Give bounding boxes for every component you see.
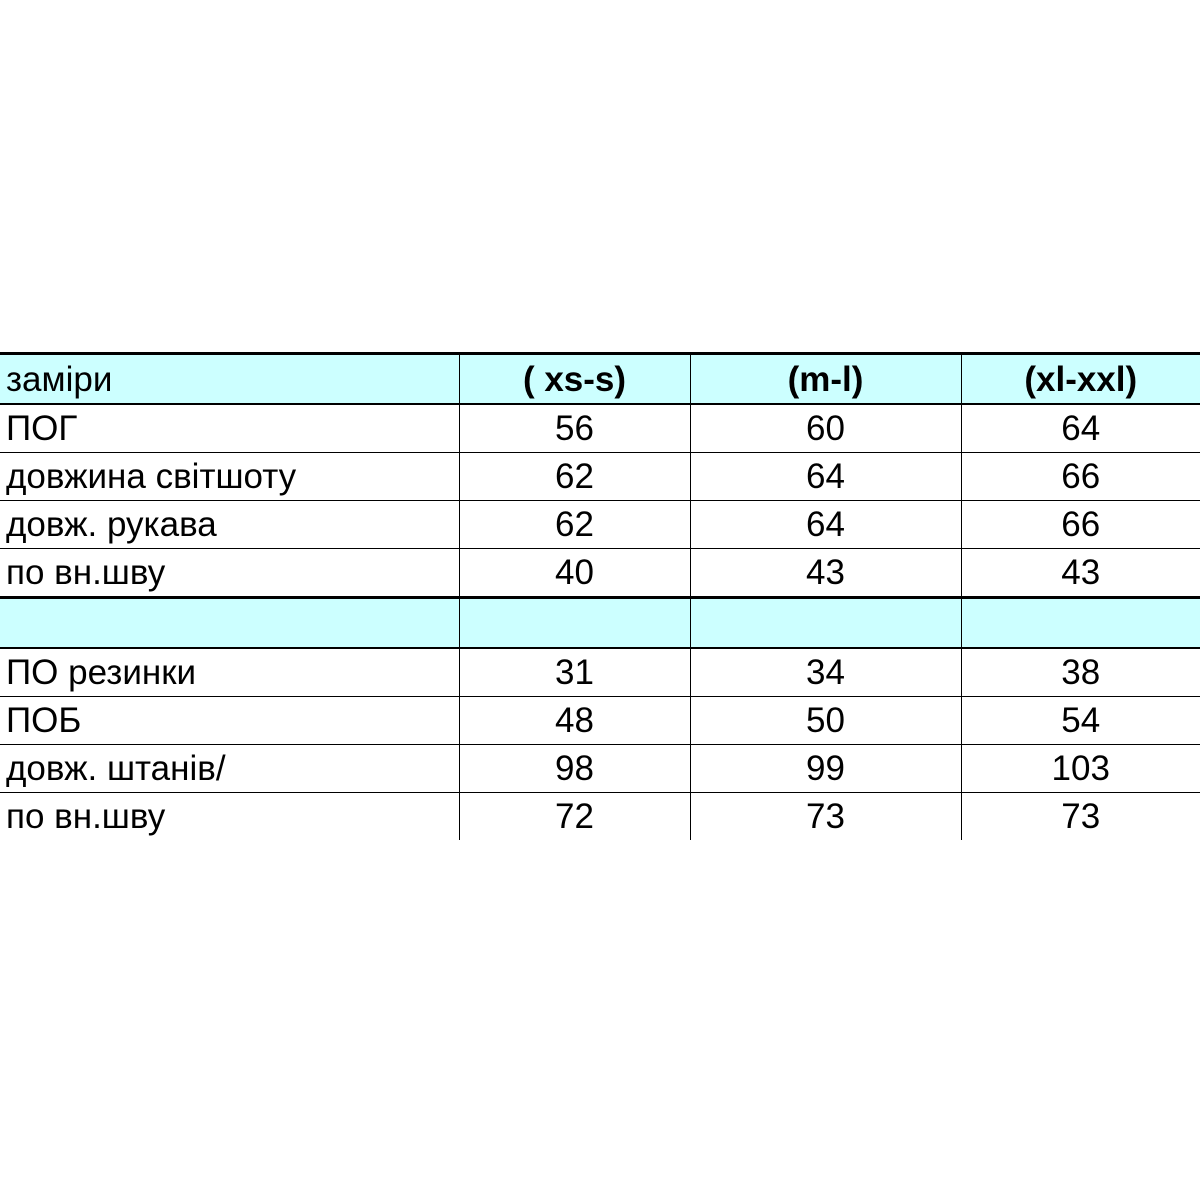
header-row: заміри ( xs-s) (m-l) (xl-xxl) [0, 352, 1200, 405]
cell-value: 64 [960, 404, 1200, 453]
empty-cell [960, 596, 1200, 649]
size-chart-table: заміри ( xs-s) (m-l) (xl-xxl) ПОГ 56 60 64 д… [0, 352, 1200, 840]
cell-value: 31 [458, 648, 690, 697]
cell-value: 64 [689, 500, 961, 549]
empty-cell [458, 596, 690, 649]
row-label: довж. рукава [0, 500, 459, 549]
empty-cell [0, 596, 459, 649]
row-label: ПО резинки [0, 648, 459, 697]
row-label: по вн.шву [6, 797, 166, 836]
header-label: заміри [0, 352, 459, 405]
cell-value: 56 [458, 404, 690, 453]
cell-value: 62 [458, 452, 690, 501]
cell-value: 98 [458, 744, 690, 793]
empty-cell [689, 596, 961, 649]
cell-value: 38 [960, 648, 1200, 697]
cell-value: 48 [458, 696, 690, 745]
separator-row [0, 596, 1200, 649]
size-header: ( xs-s) [458, 352, 690, 405]
row-label: довж. штанів/ [0, 744, 459, 793]
cell-value: 72 [458, 792, 690, 840]
cell-value: 60 [689, 404, 961, 453]
cell-value: 54 [960, 696, 1200, 745]
cell-value: 64 [689, 452, 961, 501]
cell-value: 103 [960, 744, 1200, 793]
table-row: ПОБ 48 50 54 [0, 696, 1200, 745]
cell-value: 62 [458, 500, 690, 549]
cell-value: 73 [960, 792, 1200, 840]
table-row: ПО резинки 31 34 38 [0, 648, 1200, 697]
cell-value: 66 [960, 452, 1200, 501]
row-label: ПОГ [0, 404, 459, 453]
cell-value: 43 [689, 548, 961, 598]
table-row: по вн.шву 72 73 73 [0, 792, 1200, 840]
table-row: довж. штанів/98 99 103 [0, 744, 1200, 793]
cell-value: 34 [689, 648, 961, 697]
table-row: довжина світшоту 62 64 66 [0, 452, 1200, 501]
cell-value: 99 [689, 744, 961, 793]
row-label: довжина світшоту [0, 452, 459, 501]
table-row: довж. рукава 62 64 66 [0, 500, 1200, 549]
row-label: ПОБ [0, 696, 459, 745]
table-row: по вн.шву 40 43 43 [0, 548, 1200, 598]
table-row: ПОГ 56 60 64 [0, 404, 1200, 453]
cell-value: 40 [458, 548, 690, 598]
cell-value: 66 [960, 500, 1200, 549]
row-label: по вн.шву [0, 548, 459, 598]
cell-value: 73 [689, 792, 961, 840]
cell-value: 43 [960, 548, 1200, 598]
size-header: (xl-xxl) [960, 352, 1200, 405]
cell-value: 50 [689, 696, 961, 745]
size-header: (m-l) [689, 352, 961, 405]
